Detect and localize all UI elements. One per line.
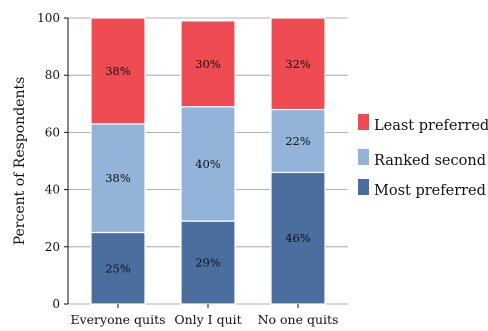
bar-segment-1-2 — [270, 108, 326, 174]
data-label-2-2: 32% — [285, 57, 311, 71]
data-label-2-0: 38% — [105, 64, 131, 78]
legend-label-0: Most preferred — [374, 183, 486, 199]
legend-label-1: Ranked second — [374, 153, 486, 169]
x-tick-label-1: Only I quit — [174, 312, 241, 327]
legend-swatch-0 — [358, 179, 369, 195]
x-tick-label-2: No one quits — [258, 312, 339, 327]
data-label-2-1: 30% — [195, 57, 221, 71]
bar-segment-2-2 — [270, 17, 326, 111]
bar-segment-1-0 — [90, 123, 146, 234]
bars: 25% 38% 38% 29% 40% 30% 46% 22% 32% — [90, 17, 326, 305]
data-label-1-2: 22% — [285, 134, 311, 148]
data-label-0-0: 25% — [105, 261, 131, 275]
axes: 0 20 40 60 80 100 Everyone quits Only I quit No … — [12, 11, 338, 327]
data-label-1-0: 38% — [105, 171, 131, 185]
y-tick-label-0: 0 — [52, 297, 60, 311]
data-label-0-2: 46% — [285, 231, 311, 245]
data-label-0-1: 29% — [195, 256, 221, 270]
y-axis-label: Percent of Respondents — [12, 77, 28, 246]
legend-swatch-1 — [358, 149, 369, 165]
legend: Least preferred Ranked second Most preferr… — [358, 114, 488, 199]
bar-segment-1-1 — [180, 106, 236, 222]
y-tick-label-60: 60 — [45, 125, 60, 139]
x-tick-label-0: Everyone quits — [70, 312, 165, 327]
y-tick-label-100: 100 — [37, 11, 60, 25]
legend-label-2: Least preferred — [374, 118, 488, 134]
y-tick-label-40: 40 — [45, 183, 60, 197]
bar-segment-2-1 — [180, 20, 236, 108]
data-label-1-1: 40% — [195, 157, 221, 171]
y-tick-label-80: 80 — [45, 68, 60, 82]
bar-segment-0-2 — [270, 171, 326, 305]
legend-swatch-2 — [358, 114, 369, 130]
bar-segment-2-0 — [90, 17, 146, 125]
y-tick-label-20: 20 — [45, 240, 60, 254]
